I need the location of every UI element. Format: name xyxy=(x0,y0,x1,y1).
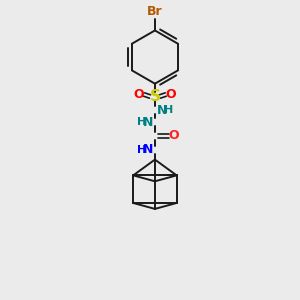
Text: O: O xyxy=(165,88,176,101)
Text: H: H xyxy=(136,117,146,127)
Text: O: O xyxy=(134,88,145,101)
Text: N: N xyxy=(142,116,153,129)
Text: Br: Br xyxy=(147,4,163,18)
Text: O: O xyxy=(168,129,179,142)
Text: H: H xyxy=(136,145,146,155)
Text: N: N xyxy=(157,104,167,117)
Text: N: N xyxy=(142,143,153,156)
Text: H: H xyxy=(164,105,173,115)
Text: S: S xyxy=(149,89,161,104)
